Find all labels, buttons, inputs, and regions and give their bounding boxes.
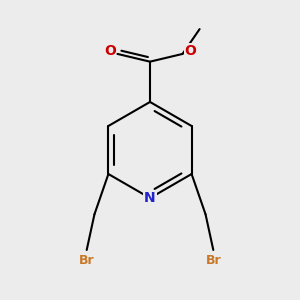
Text: O: O <box>104 44 116 58</box>
Text: Br: Br <box>79 254 94 267</box>
Text: Br: Br <box>206 254 221 267</box>
Text: O: O <box>184 44 196 58</box>
Text: N: N <box>144 191 156 205</box>
